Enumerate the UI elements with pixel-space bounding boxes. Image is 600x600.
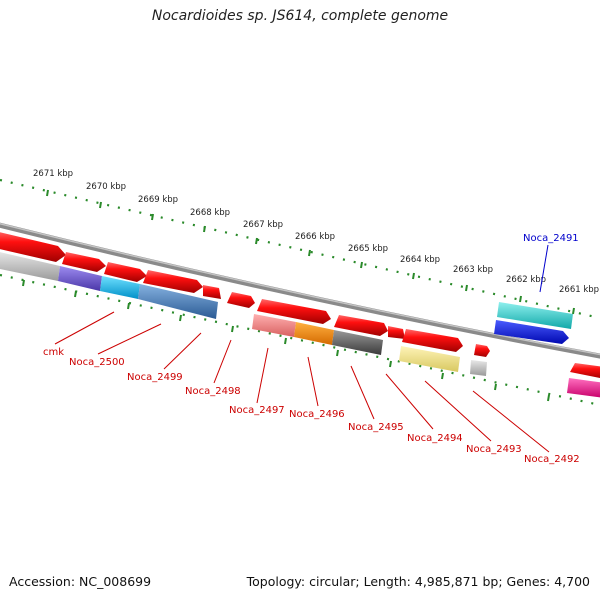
gene-feature[interactable]	[474, 344, 490, 357]
kbp-label: 2664 kbp	[400, 255, 440, 265]
gene-feature[interactable]	[402, 329, 463, 352]
kbp-label: 2666 kbp	[295, 232, 335, 242]
kbp-label: 2669 kbp	[138, 195, 178, 205]
gene-feature[interactable]	[100, 276, 140, 299]
kbp-label: 2670 kbp	[86, 182, 126, 192]
gene-feature[interactable]	[497, 302, 573, 329]
gene-label: Noca_2497	[229, 405, 285, 416]
gene-label: Noca_2498	[185, 386, 241, 397]
kbp-label: 2668 kbp	[190, 208, 230, 218]
outer-scale-track	[0, 178, 600, 320]
gene-label: Noca_2496	[289, 409, 345, 420]
inner-major-ticks	[22, 279, 550, 402]
label-leaders	[54, 244, 550, 453]
gene-label: Noca_2500	[69, 357, 125, 368]
gene-label: cmk	[43, 347, 64, 358]
gene-feature[interactable]	[0, 251, 60, 281]
gene-label: Noca_2499	[127, 372, 183, 383]
gene-label: Noca_2492	[524, 454, 580, 465]
kbp-label: 2663 kbp	[453, 265, 493, 275]
page-title: Nocardioides sp. JS614, complete genome	[151, 8, 449, 24]
gene-feature[interactable]	[388, 326, 405, 339]
forward-strand-genes	[0, 231, 600, 379]
gene-label: Noca_2491	[523, 233, 579, 244]
gene-feature[interactable]	[332, 330, 383, 355]
gene-feature[interactable]	[58, 266, 102, 291]
reverse-strand-genes	[0, 251, 600, 398]
gene-feature[interactable]	[399, 346, 460, 372]
gene-feature[interactable]	[470, 360, 487, 376]
genome-backbone	[0, 222, 600, 359]
gene-feature[interactable]	[252, 314, 296, 337]
outer-major-ticks	[46, 189, 575, 315]
gene-feature[interactable]	[143, 270, 203, 293]
kbp-label: 2667 kbp	[243, 220, 283, 230]
kbp-label: 2665 kbp	[348, 244, 388, 254]
genome-summary: Topology: circular; Length: 4,985,871 bp…	[246, 574, 590, 589]
gene-feature[interactable]	[257, 299, 331, 324]
kbp-label: 2671 kbp	[33, 169, 73, 179]
gene-label: Noca_2494	[407, 433, 463, 444]
gene-label: Noca_2493	[466, 444, 522, 455]
gene-feature[interactable]	[227, 292, 255, 308]
kbp-label: 2661 kbp	[559, 285, 599, 295]
gene-feature[interactable]	[62, 252, 106, 272]
gene-feature[interactable]	[0, 231, 66, 262]
gene-feature[interactable]	[570, 363, 600, 379]
gene-feature[interactable]	[334, 315, 388, 336]
accession-label: Accession: NC_008699	[9, 574, 152, 589]
gene-feature[interactable]	[104, 262, 147, 282]
gene-feature[interactable]	[494, 320, 569, 344]
kbp-label: 2662 kbp	[506, 275, 546, 285]
gene-feature[interactable]	[138, 284, 218, 319]
gene-feature[interactable]	[567, 378, 600, 398]
gene-feature[interactable]	[294, 322, 334, 345]
gene-feature[interactable]	[203, 285, 221, 299]
gene-label: Noca_2495	[348, 422, 404, 433]
